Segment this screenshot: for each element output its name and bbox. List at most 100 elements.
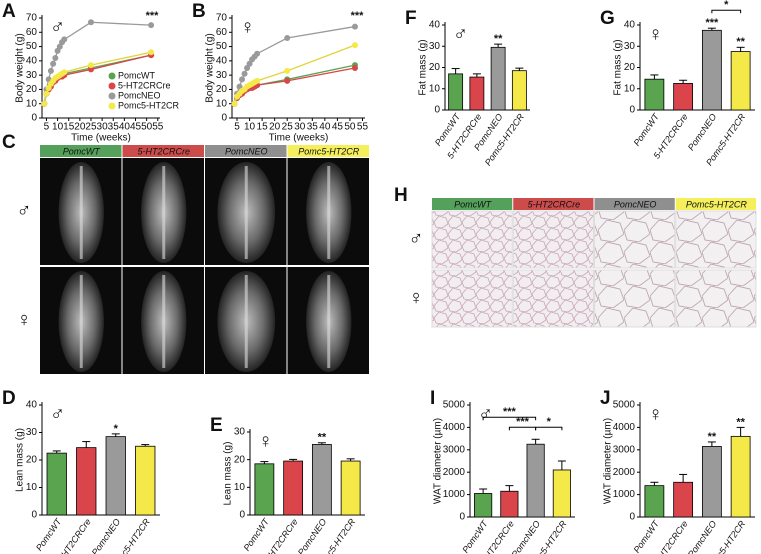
y-tick-label: 5000 xyxy=(443,400,466,411)
y-tick-label: 5000 xyxy=(613,400,636,411)
y-tick-label: 60 xyxy=(26,27,38,38)
bar xyxy=(511,70,527,111)
histology-image xyxy=(431,269,513,328)
y-tick-label: 50 xyxy=(26,41,38,52)
y-axis-label: Fat mass (g) xyxy=(613,39,624,95)
y-tick-label: 10 xyxy=(429,83,441,94)
bar xyxy=(105,436,126,516)
histology-image xyxy=(675,210,757,269)
bar xyxy=(500,490,519,518)
sex-symbol: ♂ xyxy=(478,403,493,425)
y-tick-label: 30 xyxy=(216,70,228,81)
y-tick-label: 30 xyxy=(26,427,38,438)
data-point xyxy=(284,35,291,41)
bar xyxy=(340,460,361,516)
histology-image xyxy=(512,210,594,269)
x-tick-label: 20 xyxy=(269,122,281,133)
data-point xyxy=(43,90,50,97)
comparison-bracket xyxy=(482,416,537,421)
y-tick-label: 20 xyxy=(216,84,228,95)
bar xyxy=(644,78,665,111)
bar xyxy=(552,469,571,518)
x-tick-label: 50 xyxy=(344,122,356,133)
bar xyxy=(673,481,694,518)
histology-image xyxy=(675,269,757,328)
data-point xyxy=(351,42,358,49)
y-tick-label: 30 xyxy=(624,41,636,52)
x-tick-label: PomcNEO xyxy=(90,517,123,554)
panel-letter: I xyxy=(430,388,435,409)
x-tick-label: 25 xyxy=(282,122,294,133)
x-axis-label: Time (weeks) xyxy=(269,133,329,144)
significance: *** xyxy=(705,17,719,29)
y-tick-label: 0 xyxy=(31,113,37,124)
y-axis-label: Lean mass (g) xyxy=(15,428,26,492)
y-tick-label: 0 xyxy=(459,512,465,523)
data-point xyxy=(50,60,57,67)
data-point xyxy=(87,19,94,26)
x-tick-label: 10 xyxy=(52,122,64,133)
x-tick-label: 35 xyxy=(307,122,319,133)
histology-image xyxy=(594,210,676,269)
sex-symbol: ♀ xyxy=(648,23,663,45)
column-label: Pomc5-HT2CR xyxy=(298,146,360,156)
y-tick-label: 10 xyxy=(624,83,636,94)
data-point xyxy=(87,66,94,73)
comparison-bracket xyxy=(535,426,563,431)
data-point xyxy=(284,77,291,84)
column-label: Pomc5-HT2CR xyxy=(686,199,748,209)
bar xyxy=(448,73,464,111)
comparison-label: * xyxy=(724,0,729,11)
x-tick-label: 50 xyxy=(141,122,153,133)
data-point xyxy=(239,76,246,83)
data-point xyxy=(148,22,155,29)
bar xyxy=(474,493,493,518)
bar xyxy=(673,83,694,111)
panel-letter: E xyxy=(210,415,223,436)
bar xyxy=(730,51,751,111)
significance: ** xyxy=(736,416,745,428)
y-axis-label: Lean mass (g) xyxy=(223,442,234,506)
y-tick-label: 40 xyxy=(26,55,38,66)
column-label: PomcWT xyxy=(454,199,493,209)
x-axis-label: Time (weeks) xyxy=(71,133,131,144)
comparison-bracket xyxy=(711,9,742,14)
bar xyxy=(254,463,275,516)
y-tick-label: 20 xyxy=(624,62,636,73)
data-point xyxy=(241,70,248,77)
y-axis-label: Body weight (g) xyxy=(15,33,26,102)
bar xyxy=(283,460,304,516)
y-tick-label: 40 xyxy=(429,20,441,31)
y-tick-label: 0 xyxy=(221,113,227,124)
y-tick-label: 10 xyxy=(234,482,246,493)
data-point xyxy=(52,55,59,61)
column-header xyxy=(513,198,594,210)
y-tick-label: 50 xyxy=(216,41,228,52)
y-axis-label: Body weight (g) xyxy=(205,33,216,102)
column-label: 5-HT2CRCre xyxy=(137,146,190,156)
sex-symbol: ♂ xyxy=(50,403,65,425)
x-tick-label: 5 xyxy=(44,122,50,133)
bar xyxy=(730,435,751,518)
row-symbol: ♀ xyxy=(409,287,424,309)
legend-label: PomcWT xyxy=(118,70,156,80)
bar xyxy=(135,445,156,516)
significance: * xyxy=(114,423,119,435)
data-point xyxy=(254,50,261,57)
comparison-label: *** xyxy=(516,416,530,428)
y-tick-label: 30 xyxy=(429,41,441,52)
comparison-label: * xyxy=(547,416,552,428)
y-tick-label: 3000 xyxy=(613,444,636,455)
significance: ** xyxy=(708,431,717,443)
y-tick-label: 3000 xyxy=(443,444,466,455)
panel-letter: G xyxy=(600,8,615,29)
panel-letter: C xyxy=(2,132,16,153)
data-point xyxy=(61,36,68,43)
y-tick-label: 2000 xyxy=(443,467,466,478)
legend-label: Pomc5-HT2CR xyxy=(118,100,180,110)
panel-letter: D xyxy=(2,388,16,409)
column-header xyxy=(675,198,756,210)
y-tick-label: 4000 xyxy=(443,422,466,433)
column-header xyxy=(432,198,513,210)
panel-letter: J xyxy=(600,388,611,409)
